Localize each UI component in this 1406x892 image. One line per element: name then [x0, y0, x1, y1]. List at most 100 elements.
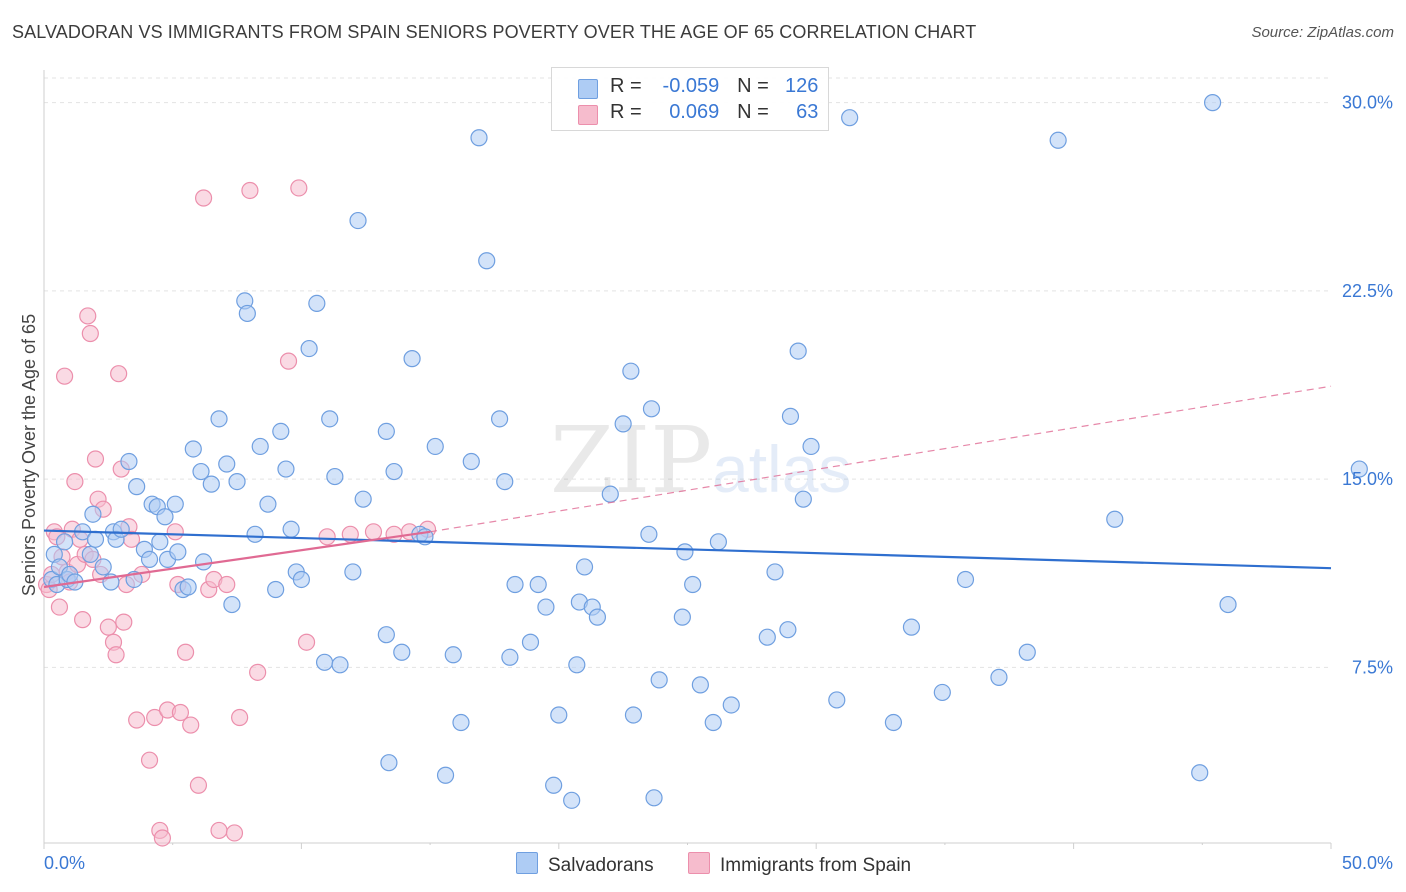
salvadoran-point — [1018, 643, 1036, 661]
salvadoran-point — [781, 407, 800, 425]
spain-point — [189, 776, 208, 794]
salvadoran-point — [521, 633, 540, 651]
salvadoran-point — [673, 608, 691, 626]
salvadoran-point — [1106, 510, 1124, 528]
salvadoran-point — [568, 656, 586, 674]
salvadoran-point — [758, 628, 776, 646]
salvadoran-point — [794, 490, 812, 508]
salvadoran-point — [223, 595, 241, 614]
spain-point — [140, 751, 159, 769]
salvadoran-point — [1219, 595, 1237, 614]
legend-r-value: 0.069 — [669, 101, 720, 123]
spain-point — [115, 613, 133, 631]
salvadoran-point — [650, 671, 668, 689]
salvadoran-point — [779, 621, 797, 639]
salvadoran-point — [990, 668, 1008, 686]
salvadoran-point — [789, 342, 807, 360]
y-tick-label: 15.0% — [1342, 469, 1393, 489]
spain-point — [50, 598, 69, 616]
spain-point — [176, 643, 195, 661]
salvadoran-point — [218, 455, 236, 473]
spain-point — [225, 824, 244, 842]
salvadoran-point — [393, 643, 411, 661]
salvadoran-point — [601, 485, 619, 503]
salvadoran-point — [112, 520, 130, 538]
spain-point — [110, 365, 128, 383]
spain-point — [55, 367, 74, 385]
salvadoran-point — [529, 575, 547, 594]
salvadoran-point — [550, 706, 568, 724]
spain-point — [66, 472, 84, 491]
tick-labels: 7.5% 15.0% 22.5% 30.0% 0.0% 50.0% — [44, 93, 1393, 873]
spain-trend-extension — [430, 385, 1332, 533]
salvadoran-point — [300, 339, 318, 358]
spain-point — [231, 708, 249, 727]
salvadoran-point — [444, 646, 462, 664]
salvadoran-point — [1203, 94, 1222, 112]
salvadoran-point — [385, 462, 403, 481]
bottom-legend-salvadorans: Salvadorans — [516, 852, 654, 877]
salvadoran-trend-line — [43, 529, 1332, 570]
trend-layer — [43, 385, 1332, 589]
salvadoran-point — [326, 467, 344, 486]
salvadoran-point — [228, 472, 246, 491]
salvadoran-point — [624, 706, 643, 724]
spain-point — [364, 523, 383, 541]
salvadoran-point — [684, 575, 702, 594]
spain-point — [74, 611, 92, 629]
salvadoran-point — [354, 490, 372, 508]
spain-point — [153, 829, 172, 847]
y-tick-label: 30.0% — [1342, 93, 1393, 113]
legend-n-value: 63 — [796, 101, 819, 123]
salvadoran-point — [282, 520, 300, 538]
salvadoran-point — [259, 495, 277, 513]
spain-point — [107, 646, 125, 664]
spain-point — [290, 179, 308, 197]
legend-swatch-pink — [578, 105, 598, 125]
salvadoran-point — [676, 543, 694, 561]
salvadoran-point — [704, 713, 722, 732]
bottom-legend-swatch-blue — [516, 852, 538, 874]
salvadoran-point — [292, 570, 310, 589]
spain-trend-line — [43, 530, 431, 589]
bottom-legend-spain: Immigrants from Spain — [688, 852, 911, 877]
spain-point — [171, 703, 190, 722]
axis-layer — [43, 70, 1332, 849]
y-tick-label: 22.5% — [1342, 281, 1393, 301]
salvadoran-point — [884, 713, 903, 732]
salvadoran-point — [1350, 460, 1368, 478]
salvadoran-point — [828, 691, 846, 709]
salvadoran-point — [426, 437, 444, 456]
spain-point — [249, 663, 267, 681]
spain-point — [218, 575, 236, 594]
salvadoran-point — [192, 462, 210, 481]
salvadoran-point — [722, 696, 740, 714]
spain-point — [279, 352, 298, 370]
salvadoran-point — [84, 505, 102, 523]
legend-r-value: -0.059 — [662, 75, 720, 97]
salvadoran-point — [802, 437, 820, 456]
salvadoran-point — [156, 508, 174, 526]
salvadoran-point — [344, 563, 362, 581]
salvadoran-point — [210, 410, 228, 428]
legend-r-label: R = — [610, 75, 642, 97]
legend-n-label: N = — [737, 75, 769, 97]
salvadoran-point — [622, 362, 640, 380]
salvadoran-point — [377, 422, 395, 441]
salvadoran-point — [1191, 764, 1209, 782]
salvadoran-point — [436, 766, 455, 784]
spain-point — [99, 618, 117, 636]
salvadoran-point — [246, 525, 264, 543]
salvadoran-point — [315, 653, 334, 671]
salvadoran-point — [1049, 131, 1067, 149]
salvadoran-point — [470, 129, 488, 147]
x-tick-label: 0.0% — [44, 853, 85, 873]
salvadoran-point — [645, 789, 663, 807]
spain-point — [146, 708, 164, 727]
salvadoran-point — [55, 533, 74, 551]
spain-point — [166, 523, 184, 541]
salvadoran-point — [462, 452, 480, 471]
salvadoran-point — [179, 578, 197, 596]
salvadoran-point — [588, 608, 607, 626]
